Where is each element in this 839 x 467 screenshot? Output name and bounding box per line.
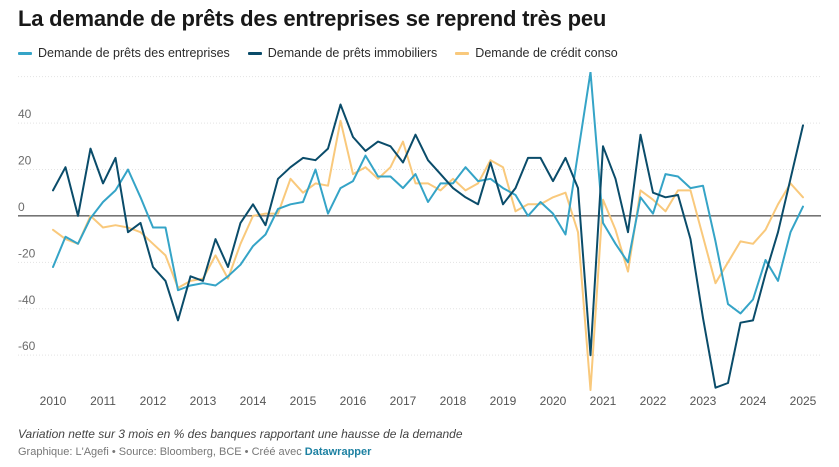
legend-swatch-conso bbox=[455, 51, 470, 55]
y-tick-label: 20 bbox=[18, 153, 32, 167]
chart-credits: Graphique: L'Agefi • Source: Bloomberg, … bbox=[18, 446, 371, 458]
legend-label-entreprises: Demande de prêts des entreprises bbox=[38, 46, 230, 60]
x-tick-label: 2025 bbox=[790, 394, 817, 408]
x-tick-label: 2015 bbox=[290, 394, 317, 408]
series-line-0 bbox=[52, 72, 804, 315]
x-tick-label: 2017 bbox=[390, 394, 417, 408]
x-tick-label: 2019 bbox=[490, 394, 517, 408]
legend-swatch-entreprises bbox=[18, 51, 32, 55]
datawrapper-link[interactable]: Datawrapper bbox=[304, 446, 372, 458]
legend-label-immobiliers: Demande de prêts immobiliers bbox=[267, 46, 438, 60]
y-tick-label: 0 bbox=[18, 200, 25, 214]
x-tick-label: 2021 bbox=[590, 394, 617, 408]
x-tick-label: 2022 bbox=[640, 394, 667, 408]
line-chart: 60 40 20 0 -20 -40 -60 2010 2011 2012 2013 2014 2015… bbox=[18, 72, 821, 408]
legend-swatch-immobiliers bbox=[247, 51, 262, 55]
x-tick-label: 2010 bbox=[40, 394, 67, 408]
legend-item-entreprises: Demande de prêts des entreprises bbox=[18, 46, 230, 60]
y-tick-label: -20 bbox=[18, 246, 36, 260]
credits-text: Graphique: L'Agefi • Source: Bloomberg, … bbox=[18, 446, 305, 458]
y-tick-label: 60 bbox=[18, 72, 32, 75]
y-tick-label: -60 bbox=[18, 339, 36, 353]
x-tick-label: 2011 bbox=[90, 394, 116, 408]
legend-label-conso: Demande de crédit conso bbox=[475, 46, 618, 60]
series-line-1 bbox=[52, 103, 804, 389]
y-tick-label: -40 bbox=[18, 293, 36, 307]
legend: Demande de prêts des entreprises Demande… bbox=[18, 46, 636, 60]
x-tick-label: 2020 bbox=[540, 394, 567, 408]
x-tick-label: 2013 bbox=[190, 394, 217, 408]
chart-note: Variation nette sur 3 mois en % des banq… bbox=[18, 427, 463, 441]
y-tick-label: 40 bbox=[18, 107, 32, 121]
x-tick-label: 2023 bbox=[690, 394, 717, 408]
x-tick-label: 2014 bbox=[240, 394, 267, 408]
x-tick-label: 2018 bbox=[440, 394, 467, 408]
x-tick-label: 2012 bbox=[140, 394, 167, 408]
legend-item-conso: Demande de crédit conso bbox=[455, 46, 618, 60]
x-tick-label: 2016 bbox=[340, 394, 367, 408]
x-tick-label: 2024 bbox=[740, 394, 767, 408]
chart-title: La demande de prêts des entreprises se r… bbox=[18, 6, 607, 31]
legend-item-immobiliers: Demande de prêts immobiliers bbox=[247, 46, 438, 60]
